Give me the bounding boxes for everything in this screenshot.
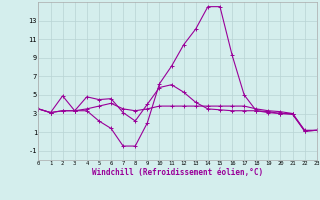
X-axis label: Windchill (Refroidissement éolien,°C): Windchill (Refroidissement éolien,°C) bbox=[92, 168, 263, 177]
